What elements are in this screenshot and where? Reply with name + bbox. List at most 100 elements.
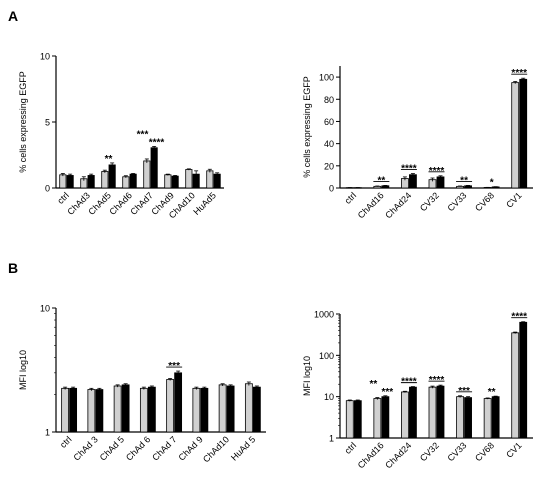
bar-series-2 — [171, 175, 179, 189]
significance-label: **** — [511, 312, 527, 323]
bar-series-2 — [121, 384, 130, 433]
bar-series-1 — [511, 82, 520, 189]
x-tick-label: ChAd10 — [201, 434, 231, 464]
x-tick-label: ChAd24 — [383, 190, 413, 220]
significance-label: *** — [458, 386, 470, 397]
bar-series-2 — [108, 164, 116, 189]
bar-series-1 — [122, 176, 130, 189]
x-tick-label: ChAd6 — [107, 190, 134, 217]
x-tick-label: ctrl — [55, 190, 71, 206]
bar-series-1 — [113, 385, 122, 433]
y-tick-label: 10 — [40, 52, 50, 62]
bar-series-2 — [87, 175, 95, 189]
y-tick-label: 10 — [324, 392, 334, 402]
x-tick-label: CV33 — [445, 190, 468, 213]
x-tick-label: ChAd16 — [356, 190, 386, 220]
bar-series-2 — [464, 397, 472, 439]
x-tick-label: ChAd5 — [86, 190, 113, 217]
y-axis-label: % cells expressing EGFP — [18, 71, 28, 173]
bar-series-1 — [401, 391, 409, 439]
significance-label: ** — [488, 387, 496, 398]
bar-series-1 — [206, 170, 214, 189]
bar-series-1 — [428, 386, 437, 439]
x-tick-label: ctrl — [343, 440, 359, 456]
significance-label: * — [490, 178, 494, 189]
x-tick-label: ChAd 3 — [71, 434, 99, 462]
x-tick-label: ChAd 9 — [176, 434, 204, 462]
bar-series-1 — [143, 160, 151, 189]
bar-series-2 — [519, 321, 528, 439]
y-axis-label: MFI log10 — [302, 356, 312, 396]
bar-series-1 — [192, 387, 201, 433]
significance-label: **** — [511, 68, 527, 79]
bar-series-1 — [373, 398, 382, 439]
x-tick-label: ChAd16 — [356, 440, 386, 470]
bar-series-2 — [226, 385, 235, 433]
y-tick-label: 1 — [45, 428, 50, 438]
bar-series-1 — [511, 332, 520, 439]
y-tick-label: 0 — [329, 184, 334, 194]
y-tick-label: 0 — [45, 184, 50, 194]
bar-series-1 — [139, 387, 148, 433]
significance-label: **** — [429, 166, 445, 177]
bar-series-2 — [174, 372, 183, 433]
bar-series-2 — [213, 173, 221, 189]
bar-series-2 — [129, 173, 137, 189]
bar-series-1 — [218, 384, 227, 433]
bar-series-1 — [59, 174, 67, 189]
significance-label: *** — [137, 129, 149, 140]
x-tick-label: ChAd24 — [383, 440, 413, 470]
y-tick-label: 10 — [40, 304, 50, 314]
x-tick-label: ChAd 5 — [98, 434, 126, 462]
panel-label-a: A — [8, 8, 19, 24]
x-tick-label: CV1 — [504, 440, 523, 459]
significance-label: **** — [401, 164, 417, 175]
x-tick-label: CV68 — [473, 190, 496, 213]
bar-series-1 — [87, 389, 96, 433]
x-tick-label: ChAd3 — [65, 190, 92, 217]
significance-label: ** — [105, 154, 113, 165]
bar-series-1 — [166, 379, 175, 433]
bar-series-2 — [409, 386, 417, 439]
x-tick-label: HuAd5 — [191, 190, 218, 217]
x-tick-label: HuAd 5 — [229, 434, 257, 462]
bar-series-2 — [147, 386, 156, 433]
bar-series-2 — [353, 400, 362, 439]
y-tick-label: 60 — [324, 117, 334, 127]
panel-label-b: B — [8, 260, 19, 276]
x-tick-label: ChAd 6 — [124, 434, 152, 462]
bar-series-2 — [436, 176, 445, 189]
bar-series-2 — [200, 387, 209, 433]
bar-series-1 — [345, 400, 354, 439]
y-tick-label: 100 — [319, 351, 334, 361]
bar-series-2 — [409, 174, 417, 189]
bar-series-2 — [491, 396, 500, 439]
bar-series-2 — [150, 147, 158, 189]
bar-series-1 — [244, 383, 253, 433]
x-tick-label: CV1 — [504, 190, 523, 209]
bar-series-2 — [436, 385, 445, 439]
significance-label: ** — [377, 175, 385, 186]
significance-label: ** — [369, 379, 377, 390]
x-tick-label: ChAd7 — [128, 190, 155, 217]
x-tick-label: CV68 — [473, 440, 496, 463]
x-tick-label: ctrl — [58, 434, 74, 450]
y-tick-label: 1000 — [314, 310, 334, 320]
bar-series-1 — [483, 398, 492, 439]
bar-series-2 — [381, 396, 390, 439]
significance-label: *** — [168, 361, 180, 372]
x-tick-label: CV32 — [418, 190, 441, 213]
bar-series-2 — [252, 386, 261, 433]
significance-label: **** — [149, 137, 165, 148]
y-tick-label: 80 — [324, 95, 334, 105]
significance-label: **** — [429, 375, 445, 386]
bar-series-1 — [164, 174, 172, 189]
bar-series-1 — [456, 396, 464, 439]
y-tick-label: 5 — [45, 118, 50, 128]
significance-label: *** — [382, 387, 394, 398]
significance-label: ** — [460, 175, 468, 186]
